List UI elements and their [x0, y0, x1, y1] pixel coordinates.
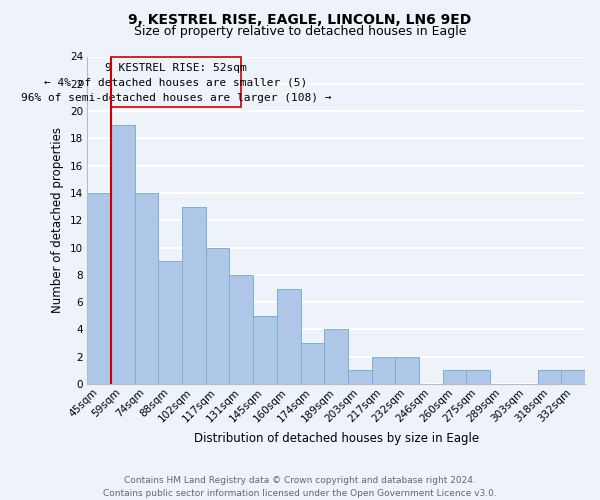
Bar — [111, 124, 134, 384]
Bar — [324, 330, 348, 384]
Bar — [371, 356, 395, 384]
Bar — [348, 370, 371, 384]
Bar — [395, 356, 419, 384]
Text: 96% of semi-detached houses are larger (108) →: 96% of semi-detached houses are larger (… — [21, 93, 331, 103]
Text: 9, KESTREL RISE, EAGLE, LINCOLN, LN6 9ED: 9, KESTREL RISE, EAGLE, LINCOLN, LN6 9ED — [128, 12, 472, 26]
Text: Size of property relative to detached houses in Eagle: Size of property relative to detached ho… — [134, 25, 466, 38]
Y-axis label: Number of detached properties: Number of detached properties — [51, 128, 64, 314]
Bar — [158, 261, 182, 384]
Text: 9 KESTREL RISE: 52sqm: 9 KESTREL RISE: 52sqm — [105, 62, 247, 72]
X-axis label: Distribution of detached houses by size in Eagle: Distribution of detached houses by size … — [194, 432, 479, 445]
Bar — [111, 56, 241, 107]
Bar — [182, 206, 206, 384]
Bar — [253, 316, 277, 384]
Bar — [466, 370, 490, 384]
Bar — [87, 193, 111, 384]
Bar — [277, 288, 301, 384]
Bar — [538, 370, 561, 384]
Bar — [443, 370, 466, 384]
Bar — [134, 193, 158, 384]
Bar — [229, 275, 253, 384]
Bar — [301, 343, 324, 384]
Text: Contains HM Land Registry data © Crown copyright and database right 2024.
Contai: Contains HM Land Registry data © Crown c… — [103, 476, 497, 498]
Text: ← 4% of detached houses are smaller (5): ← 4% of detached houses are smaller (5) — [44, 78, 308, 88]
Bar — [561, 370, 585, 384]
Bar — [206, 248, 229, 384]
